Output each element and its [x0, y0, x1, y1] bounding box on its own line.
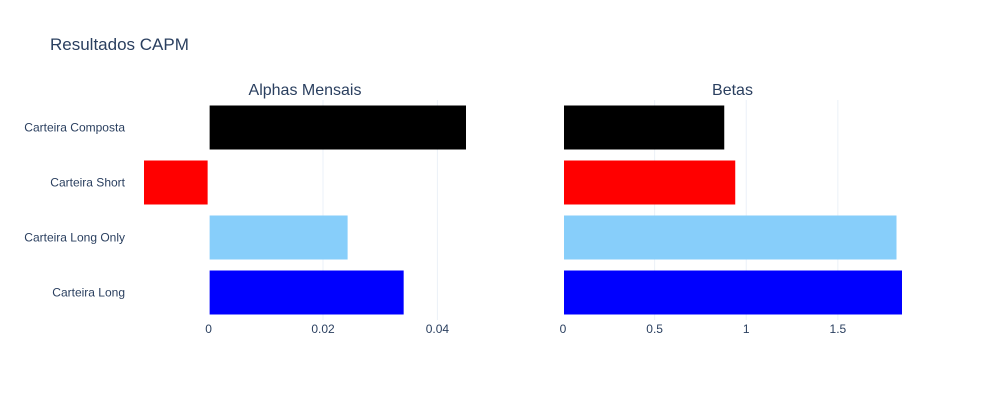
bar — [208, 105, 466, 150]
x-tick-label: 1.5 — [830, 322, 847, 336]
x-tick-label: 1 — [743, 322, 750, 336]
bar — [563, 160, 736, 205]
x-tick-label: 0.5 — [646, 322, 663, 336]
y-tick-label: Carteira Long — [52, 286, 125, 300]
y-tick-label: Carteira Composta — [24, 121, 125, 135]
bar — [208, 270, 404, 315]
subplot-title: Alphas Mensais — [249, 82, 362, 99]
bar — [563, 105, 725, 150]
x-tick-label: 0.04 — [426, 322, 450, 336]
bar — [563, 215, 897, 260]
subplot-title: Betas — [712, 82, 753, 99]
alphas-panel: 0 0.02 0.04 Alphas Mensais Carteira Composta… — [24, 82, 466, 336]
x-tick-label: 0.02 — [311, 322, 335, 336]
betas-panel: 0 0.5 1 1.5 Betas — [560, 82, 902, 336]
chart-title: Resultados CAPM — [50, 35, 189, 54]
bar — [144, 160, 209, 205]
x-tick-label: 0 — [560, 322, 567, 336]
x-tick-label: 0 — [205, 322, 212, 336]
y-tick-label: Carteira Short — [50, 176, 125, 190]
bar — [563, 270, 902, 315]
bar — [208, 215, 348, 260]
y-tick-label: Carteira Long Only — [24, 231, 125, 245]
